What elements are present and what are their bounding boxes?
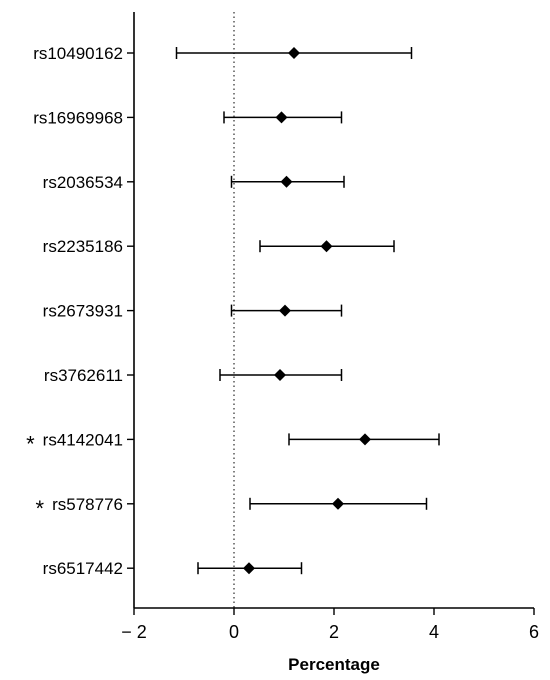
- point-estimate-marker: [288, 47, 300, 59]
- category-label: rs2036534: [43, 173, 123, 192]
- category-label: rs10490162: [33, 44, 123, 63]
- x-tick-label: − 2: [121, 622, 147, 642]
- significance-marker: *: [26, 431, 35, 456]
- category-label: rs2673931: [43, 302, 123, 321]
- point-estimate-marker: [320, 240, 333, 253]
- point-estimate-marker: [279, 304, 291, 317]
- category-label: rs6517442: [43, 559, 123, 578]
- point-estimate-marker: [243, 562, 255, 575]
- x-tick-label: 6: [529, 622, 539, 642]
- point-estimate-marker: [332, 497, 344, 510]
- category-label: rs578776: [52, 495, 123, 514]
- category-label: rs16969968: [33, 108, 123, 127]
- point-estimate-marker: [359, 433, 371, 446]
- x-tick-label: 0: [229, 622, 239, 642]
- point-estimate-marker: [274, 369, 286, 381]
- significance-marker: *: [36, 496, 45, 521]
- x-tick-label: 2: [329, 622, 339, 642]
- plot-layer: − 2 0 2 4 6 rs10490162 rs16969968 rs2036534 rs22…: [26, 12, 539, 642]
- category-label: rs3762611: [44, 366, 123, 385]
- point-estimate-marker: [275, 111, 288, 124]
- x-tick-label: 4: [429, 622, 439, 642]
- category-label: rs4142041: [43, 430, 123, 449]
- point-estimate-marker: [280, 175, 293, 188]
- x-axis-label: Percentage: [288, 655, 380, 674]
- category-label: rs2235186: [43, 237, 123, 256]
